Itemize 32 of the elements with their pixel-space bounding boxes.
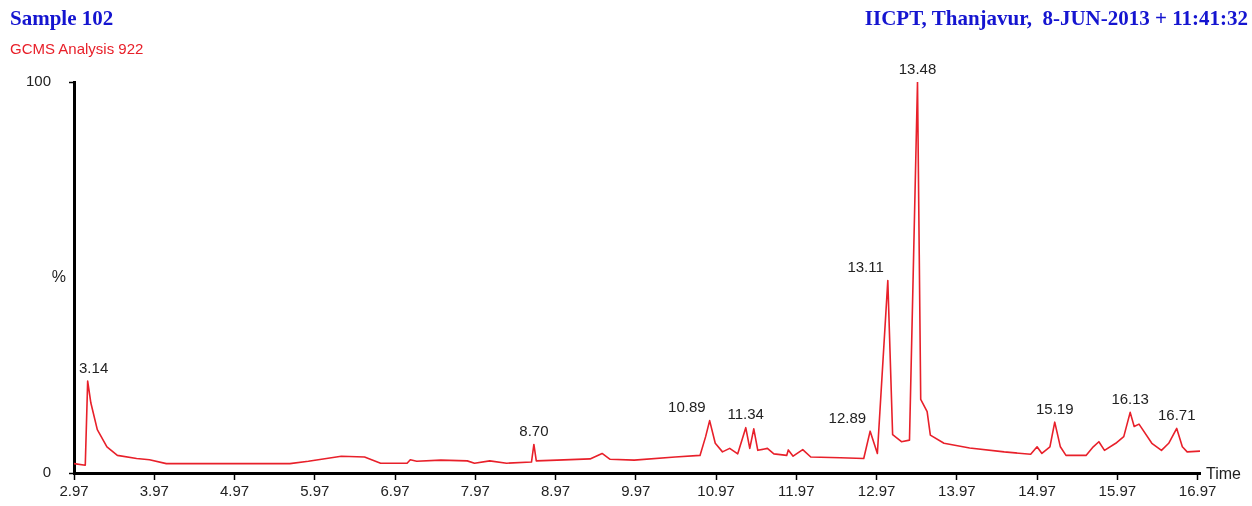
annotation: 15.19 [1035, 399, 1074, 417]
x-tick-label: 3.97 [139, 482, 169, 500]
x-tick-label: 16.97 [1178, 482, 1217, 500]
x-tick-label: 11.97 [778, 482, 815, 500]
annotation: 10.89 [668, 398, 706, 416]
x-tick-label: 2.97 [59, 482, 89, 500]
x-tick-label: 12.97 [857, 482, 896, 500]
x-tick-label: 10.97 [697, 482, 735, 500]
x-tick-label: 8.97 [540, 482, 571, 500]
x-tick-label: 13.97 [938, 482, 976, 500]
annotation: 16.71 [1157, 406, 1196, 424]
annotation: 16.13 [1111, 390, 1149, 408]
x-tick-label: 6.97 [380, 482, 410, 500]
chart-title: Sample 102 [10, 6, 114, 31]
x-axis-title: Time [1206, 465, 1242, 483]
x-tick-label: 5.97 [300, 482, 330, 500]
x-tick-label: 7.97 [460, 482, 490, 500]
annotation: 8.70 [519, 422, 549, 440]
x-tick-label: 15.97 [1098, 482, 1137, 500]
y-tick-label: 0 [42, 463, 52, 481]
text: IICPT, Thanjavur, 8-JUN-2013 + 11:41:32 [864, 6, 1248, 31]
x-tick-label: 14.97 [1018, 482, 1056, 500]
annotation: 13.11 [847, 258, 884, 276]
chart-subtitle: GCMS Analysis 922 [10, 40, 144, 57]
annotation: 11.34 [727, 405, 764, 423]
y-axis-title: % [51, 267, 67, 285]
y-tick-label: 100 [26, 72, 52, 90]
x-tick-label: 9.97 [621, 482, 651, 500]
annotation: 13.48 [898, 59, 937, 77]
annotation: 3.14 [79, 358, 109, 376]
x-tick-label: 4.97 [219, 482, 250, 500]
annotation: 12.89 [828, 408, 867, 426]
